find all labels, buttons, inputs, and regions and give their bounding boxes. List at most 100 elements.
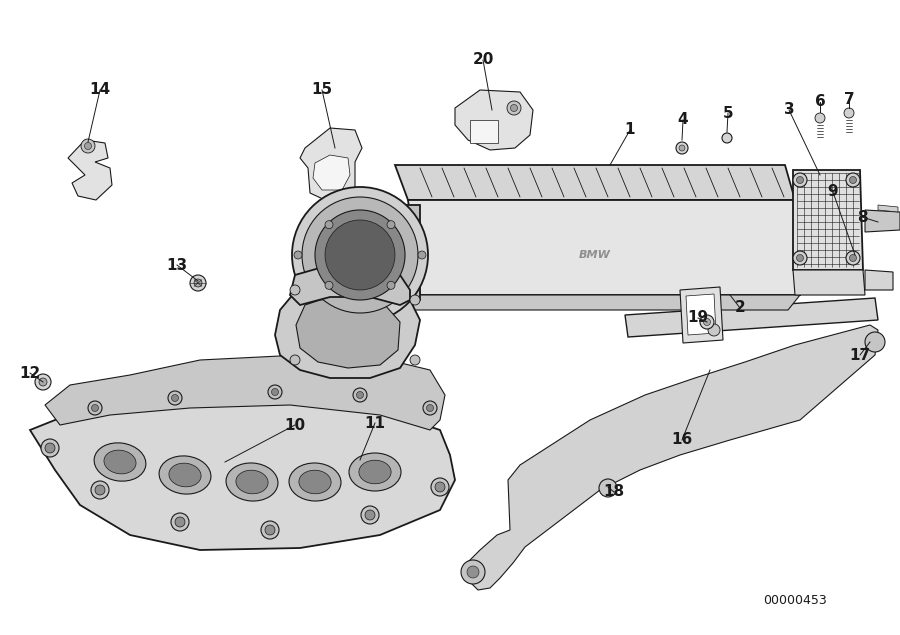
Polygon shape — [793, 170, 863, 270]
Circle shape — [365, 510, 375, 520]
Text: 19: 19 — [688, 311, 708, 326]
Ellipse shape — [359, 460, 392, 484]
Text: 17: 17 — [850, 347, 870, 363]
Circle shape — [194, 279, 202, 287]
Circle shape — [39, 378, 47, 386]
Ellipse shape — [349, 453, 401, 491]
Circle shape — [290, 355, 300, 365]
Text: 10: 10 — [284, 417, 306, 432]
Polygon shape — [625, 298, 878, 337]
Polygon shape — [878, 205, 898, 212]
Ellipse shape — [226, 463, 278, 501]
Polygon shape — [455, 90, 533, 150]
Text: 00000453: 00000453 — [763, 594, 827, 606]
Circle shape — [700, 315, 714, 329]
Ellipse shape — [289, 463, 341, 501]
Circle shape — [268, 385, 282, 399]
Text: 7: 7 — [843, 93, 854, 107]
Circle shape — [45, 443, 55, 453]
Circle shape — [865, 332, 885, 352]
Circle shape — [356, 392, 364, 399]
Circle shape — [510, 105, 518, 112]
Circle shape — [175, 517, 185, 527]
Polygon shape — [865, 270, 893, 290]
Circle shape — [292, 187, 428, 323]
Circle shape — [361, 506, 379, 524]
Text: 8: 8 — [857, 210, 868, 225]
Circle shape — [708, 324, 720, 336]
Circle shape — [461, 560, 485, 584]
Circle shape — [95, 485, 105, 495]
Polygon shape — [408, 200, 800, 295]
Polygon shape — [275, 280, 420, 378]
Ellipse shape — [236, 470, 268, 494]
Circle shape — [92, 404, 98, 411]
Polygon shape — [680, 287, 723, 343]
Circle shape — [676, 142, 688, 154]
Polygon shape — [465, 325, 878, 590]
Polygon shape — [300, 128, 362, 200]
Circle shape — [704, 319, 710, 326]
Circle shape — [418, 251, 426, 259]
Circle shape — [435, 482, 445, 492]
Polygon shape — [30, 398, 455, 550]
Circle shape — [796, 255, 804, 262]
Text: 2: 2 — [734, 300, 745, 316]
Polygon shape — [410, 295, 800, 310]
Circle shape — [190, 275, 206, 291]
Circle shape — [88, 401, 102, 415]
Circle shape — [679, 145, 685, 151]
Text: BMW: BMW — [579, 250, 611, 260]
Circle shape — [325, 281, 333, 290]
Circle shape — [431, 478, 449, 496]
Text: 4: 4 — [678, 112, 688, 128]
Polygon shape — [68, 140, 112, 200]
Circle shape — [467, 566, 479, 578]
Ellipse shape — [169, 463, 201, 487]
Polygon shape — [290, 265, 410, 305]
Text: 18: 18 — [603, 485, 625, 500]
Text: 11: 11 — [364, 415, 385, 431]
Ellipse shape — [94, 443, 146, 481]
Ellipse shape — [104, 450, 136, 474]
Circle shape — [410, 355, 420, 365]
Polygon shape — [395, 165, 795, 200]
Circle shape — [81, 139, 95, 153]
Circle shape — [846, 251, 860, 265]
Circle shape — [850, 177, 857, 184]
Circle shape — [294, 251, 302, 259]
Circle shape — [423, 401, 437, 415]
Circle shape — [844, 108, 854, 118]
Circle shape — [35, 374, 51, 390]
Circle shape — [599, 479, 617, 497]
Circle shape — [325, 221, 333, 229]
Ellipse shape — [299, 470, 331, 494]
Circle shape — [815, 113, 825, 123]
Circle shape — [261, 521, 279, 539]
Circle shape — [846, 173, 860, 187]
Circle shape — [387, 281, 395, 290]
Circle shape — [410, 295, 420, 305]
Circle shape — [171, 513, 189, 531]
Circle shape — [290, 285, 300, 295]
Polygon shape — [470, 120, 498, 143]
Polygon shape — [686, 294, 716, 335]
Circle shape — [41, 439, 59, 457]
Polygon shape — [793, 270, 865, 295]
Text: 9: 9 — [828, 185, 838, 199]
Text: 15: 15 — [311, 83, 333, 98]
Text: 16: 16 — [671, 432, 693, 448]
Ellipse shape — [159, 456, 211, 494]
Text: 3: 3 — [784, 102, 795, 117]
Circle shape — [265, 525, 275, 535]
Polygon shape — [865, 210, 900, 232]
Text: 20: 20 — [472, 53, 494, 67]
Circle shape — [315, 210, 405, 300]
Circle shape — [85, 142, 92, 149]
Polygon shape — [45, 355, 445, 430]
Text: 1: 1 — [625, 123, 635, 138]
Circle shape — [172, 394, 178, 401]
Circle shape — [793, 173, 807, 187]
Circle shape — [722, 133, 732, 143]
Polygon shape — [365, 205, 420, 305]
